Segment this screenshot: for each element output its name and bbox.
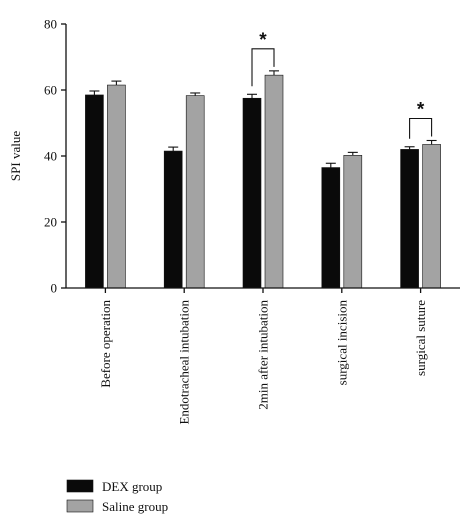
- bar: [107, 84, 126, 289]
- legend-swatch: [66, 479, 94, 493]
- bars: [85, 70, 441, 289]
- x-tick-label: Before operation: [98, 300, 113, 388]
- bar: [264, 74, 284, 289]
- bar: [242, 97, 262, 289]
- bar: [400, 149, 419, 289]
- y-tick-label: 40: [44, 149, 57, 164]
- y-tick-label: 20: [44, 215, 57, 230]
- bar: [343, 155, 363, 289]
- y-axis: 0 20 40 60 80: [44, 17, 67, 296]
- bar: [422, 144, 441, 289]
- bar: [85, 94, 104, 289]
- bar: [185, 95, 205, 289]
- x-tick-label: 2min after intubation: [256, 300, 271, 410]
- significance-bracket: [251, 48, 275, 87]
- significance-star: *: [417, 99, 425, 120]
- x-tick-label: surgical incision: [334, 300, 349, 386]
- significance-bracket: [409, 117, 433, 139]
- x-tick-label: Endotracheal intubation: [177, 300, 192, 425]
- legend: DEX group Saline group: [66, 479, 168, 514]
- bar: [321, 167, 341, 289]
- y-tick-label: 80: [44, 17, 57, 32]
- legend-swatch: [66, 499, 94, 513]
- y-axis-title: SPI value: [8, 131, 23, 181]
- y-tick-label: 0: [51, 281, 58, 296]
- x-tick-label: surgical suture: [413, 300, 428, 376]
- significance-annotations: **: [251, 30, 433, 139]
- y-tick-label: 60: [44, 83, 57, 98]
- legend-label: DEX group: [102, 479, 162, 494]
- bar: [163, 150, 183, 289]
- significance-star: *: [259, 30, 267, 51]
- x-axis: Before operation Endotracheal intubation 2…: [66, 287, 460, 425]
- legend-label: Saline group: [102, 499, 168, 514]
